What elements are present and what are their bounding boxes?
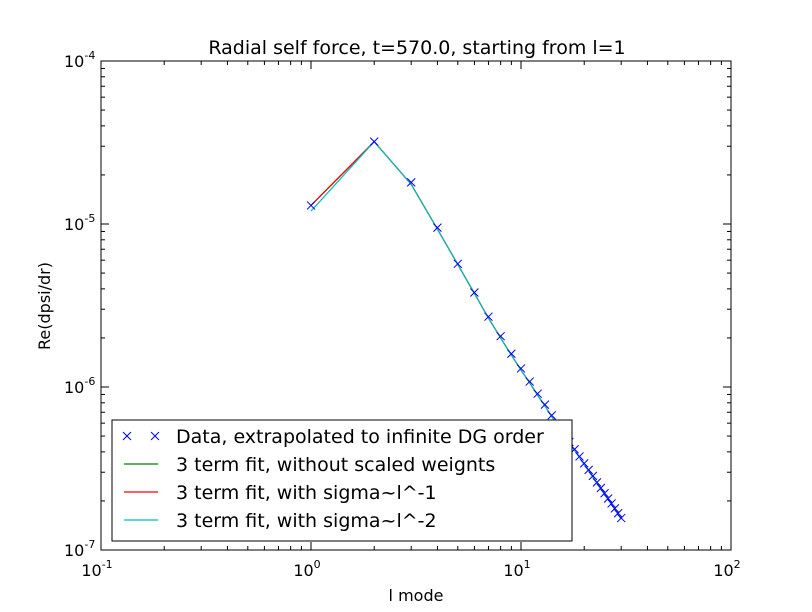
data-point-marker bbox=[484, 312, 493, 322]
data-point-marker bbox=[584, 465, 594, 475]
x-tick-label: 101 bbox=[503, 558, 530, 580]
x-axis-label: l mode bbox=[389, 586, 444, 605]
legend-marker-x bbox=[122, 431, 132, 441]
legend-entry-label: 3 term fit, with sigma~l^-1 bbox=[176, 482, 437, 504]
data-point-marker bbox=[525, 377, 535, 386]
data-point-marker bbox=[507, 349, 516, 359]
data-point-marker bbox=[579, 459, 589, 468]
legend: Data, extrapolated to infinite DG order 3… bbox=[111, 419, 573, 542]
legend-entry-label: 3 term fit, without scaled weignts bbox=[176, 454, 495, 476]
y-tick-label: 10-6 bbox=[64, 375, 95, 397]
data-point-marker bbox=[470, 288, 479, 297]
y-tick-label: 10-4 bbox=[64, 49, 95, 71]
data-point-marker bbox=[433, 223, 442, 232]
data-point-marker bbox=[596, 483, 606, 493]
y-axis-label: Re(dpsi/dr) bbox=[35, 262, 54, 350]
data-point-marker bbox=[600, 488, 609, 498]
data-point-marker bbox=[406, 178, 416, 187]
data-point-marker bbox=[547, 410, 557, 420]
data-point-marker bbox=[369, 137, 379, 147]
x-tick-label: 100 bbox=[293, 558, 320, 580]
data-point-marker bbox=[607, 499, 616, 508]
data-point-marker bbox=[592, 478, 602, 487]
data-point-marker bbox=[610, 504, 620, 513]
data-point-marker bbox=[603, 494, 613, 503]
data-point-marker bbox=[540, 400, 550, 409]
data-point-marker bbox=[613, 508, 623, 518]
chart-title: Radial self force, t=570.0, starting fro… bbox=[208, 37, 625, 59]
y-tick-label: 10-5 bbox=[64, 212, 95, 234]
x-tick-label: 10-1 bbox=[81, 558, 112, 580]
data-point-marker bbox=[588, 471, 598, 481]
data-point-marker bbox=[616, 513, 626, 523]
legend-entry-label: 3 term fit, with sigma~l^-2 bbox=[176, 510, 437, 532]
legend-entry-label: Data, extrapolated to infinite DG order bbox=[176, 426, 544, 448]
data-point-marker bbox=[575, 452, 584, 461]
data-point-marker bbox=[533, 389, 542, 399]
y-tick-label: 10-7 bbox=[64, 538, 95, 560]
data-point-marker bbox=[306, 201, 316, 210]
axes-frame bbox=[100, 60, 732, 551]
data-point-marker bbox=[516, 364, 526, 373]
legend-box bbox=[111, 419, 573, 542]
x-tick-label: 102 bbox=[713, 558, 740, 580]
data-point-marker bbox=[453, 259, 463, 269]
legend-marker-x bbox=[150, 431, 160, 441]
data-point-marker bbox=[496, 331, 506, 341]
